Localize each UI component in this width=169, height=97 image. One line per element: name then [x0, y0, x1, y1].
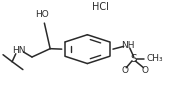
Text: HN: HN	[12, 46, 26, 55]
Text: CH₃: CH₃	[147, 54, 163, 63]
Text: S: S	[130, 54, 137, 64]
Text: O: O	[142, 66, 149, 75]
Text: NH: NH	[121, 41, 135, 50]
Text: HCl: HCl	[92, 2, 109, 12]
Text: HO: HO	[35, 10, 49, 19]
Text: O: O	[121, 66, 128, 75]
